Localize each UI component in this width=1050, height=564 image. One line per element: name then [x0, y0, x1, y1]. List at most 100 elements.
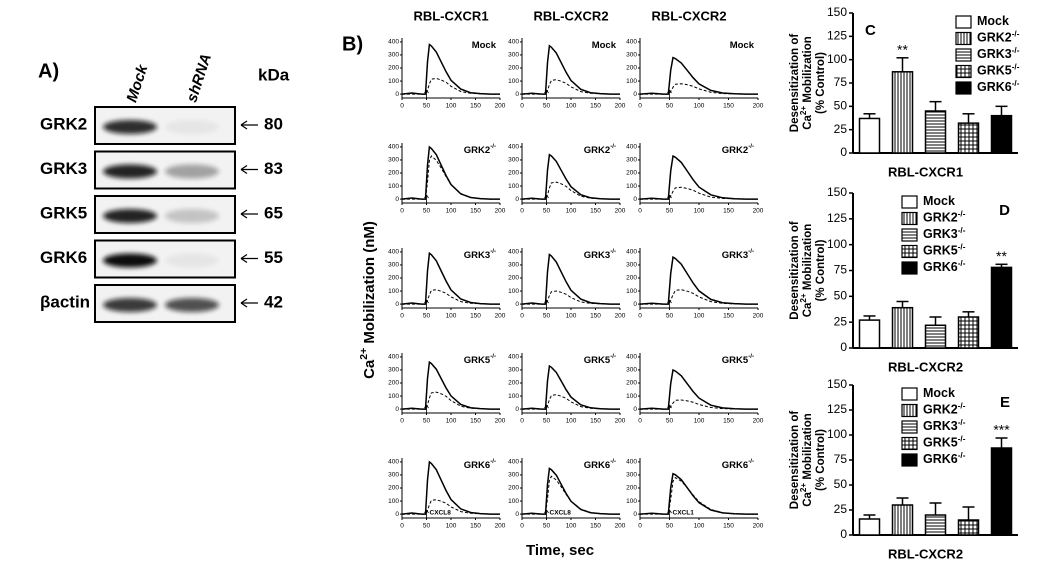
y-tick-label: 150	[827, 185, 847, 199]
x-tick-label: 200	[615, 313, 626, 320]
x-tick-label: 0	[400, 313, 404, 320]
y-tick-label: 200	[626, 485, 637, 492]
y-tick-label: 200	[508, 170, 519, 177]
y-tick-label: 300	[388, 52, 399, 59]
chart-label: GRK6-/-	[464, 458, 496, 470]
y-tick-label: 100	[626, 288, 637, 295]
superscript: -/-	[1012, 79, 1020, 88]
text-part: Mobilization	[802, 36, 814, 106]
x-tick-label: 100	[694, 418, 705, 425]
arrow-head	[240, 209, 248, 219]
column-title: RBL-CXCR2	[533, 8, 608, 23]
x-tick-label: 100	[566, 418, 577, 425]
x-tick-label: 200	[495, 523, 506, 530]
chart-label: GRK2-/-	[722, 143, 754, 155]
unit-label: kDa	[258, 65, 290, 84]
y-axis-label: Desensitization of	[789, 411, 801, 510]
arrow-head	[240, 254, 248, 263]
bar	[990, 447, 1013, 536]
chart-label: GRK2-/-	[584, 143, 616, 155]
text-part: GRK2	[923, 211, 958, 225]
kda-label: 42	[264, 292, 283, 311]
y-tick-label: 200	[508, 275, 519, 282]
x-tick-label: 0	[520, 208, 524, 215]
legend-label: GRK6-/-	[977, 79, 1020, 95]
y-tick-label: 100	[827, 52, 847, 66]
stimulus-arrow	[544, 509, 549, 518]
text-part: Ca	[802, 114, 814, 129]
y-tick-label: 100	[388, 288, 399, 295]
lane-label: Mock	[123, 62, 151, 104]
text-part: GRK2	[923, 403, 958, 417]
y-tick-label: 300	[508, 157, 519, 164]
y-tick-label: 0	[840, 527, 847, 541]
trace	[639, 368, 758, 410]
chart-label: GRK3-/-	[584, 248, 616, 260]
superscript: -/-	[610, 248, 616, 255]
blot-band	[165, 298, 219, 312]
y-tick-label: 100	[508, 78, 519, 85]
x-tick-label: 50	[666, 103, 674, 110]
trace	[522, 181, 620, 200]
trace	[639, 154, 758, 200]
bar	[957, 316, 980, 349]
blot-band	[103, 120, 157, 134]
y-axis-label: (% Control)	[815, 52, 827, 114]
trace	[639, 255, 758, 305]
y-tick-label: 0	[633, 91, 637, 98]
text-part: GRK2	[584, 145, 610, 156]
y-tick-label: 400	[388, 39, 399, 46]
chart-label: Mock	[730, 40, 755, 51]
legend-label: Mock	[977, 14, 1009, 28]
chart-label: GRK5-/-	[584, 353, 616, 365]
x-tick-label: 200	[615, 103, 626, 110]
y-tick-label: 0	[395, 301, 399, 308]
lane-label: shRNA	[183, 52, 215, 105]
x-tick-label: 50	[423, 103, 431, 110]
y-tick-label: 25	[834, 314, 848, 328]
text-part: GRK6	[464, 460, 490, 471]
panel-label: A)	[38, 60, 59, 82]
y-tick-label: 0	[395, 196, 399, 203]
y-tick-label: 0	[840, 145, 847, 159]
x-tick-label: 200	[753, 313, 764, 320]
superscript: -/-	[610, 353, 616, 360]
blot-band	[103, 209, 157, 223]
text-part: Mock	[472, 40, 497, 51]
text-part: 2+	[358, 348, 370, 360]
x-tick-label: 0	[520, 418, 524, 425]
x-tick-label: 150	[590, 208, 601, 215]
trace	[640, 289, 758, 305]
legend-swatch	[901, 195, 918, 209]
legend-swatch	[901, 403, 918, 418]
y-tick-label: 25	[834, 502, 848, 516]
column-title: RBL-CXCR1	[413, 8, 488, 23]
superscript: -/-	[958, 226, 966, 235]
superscript: -/-	[748, 248, 754, 255]
superscript: -/-	[490, 248, 496, 255]
protein-label: βactin	[40, 292, 90, 311]
legend-swatch	[901, 244, 918, 259]
panel-label: E	[1000, 394, 1010, 411]
y-tick-label: 0	[515, 91, 519, 98]
x-tick-label: 150	[590, 523, 601, 530]
stimulus-arrow	[544, 89, 549, 98]
x-tick-label: 150	[470, 313, 481, 320]
protein-label: GRK6	[40, 248, 87, 267]
x-tick-label: 100	[566, 208, 577, 215]
stimulus-arrow	[544, 194, 549, 203]
y-tick-label: 100	[508, 183, 519, 190]
text-part: GRK3	[977, 47, 1012, 61]
superscript: -/-	[490, 143, 496, 150]
legend-label: GRK5-/-	[977, 62, 1020, 78]
y-axis-label: Ca2+ Mobilization	[799, 36, 814, 130]
x-tick-label: 50	[423, 523, 431, 530]
chart-label: GRK5-/-	[722, 353, 754, 365]
bar	[891, 71, 914, 154]
bar	[891, 306, 914, 349]
text-part: GRK6	[977, 80, 1012, 94]
y-tick-label: 400	[508, 39, 519, 46]
y-tick-label: 25	[834, 122, 848, 136]
trace	[522, 79, 620, 95]
y-tick-label: 0	[515, 301, 519, 308]
